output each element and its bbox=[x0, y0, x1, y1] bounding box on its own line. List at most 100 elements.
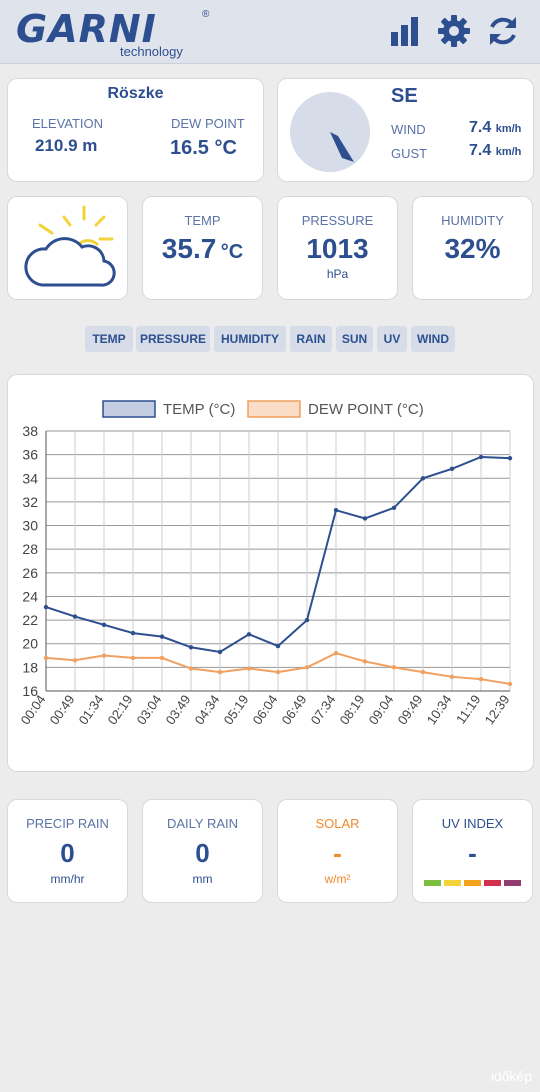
series-point bbox=[72, 658, 78, 663]
x-tick-label: 11:19 bbox=[453, 692, 483, 726]
tab-rain[interactable]: RAIN bbox=[290, 326, 332, 352]
x-tick-label: 10:34 bbox=[424, 692, 455, 727]
temp-unit: °C bbox=[220, 241, 244, 263]
x-tick-label: 04:34 bbox=[192, 692, 223, 727]
x-tick-label: 02:19 bbox=[105, 692, 136, 727]
series-point bbox=[159, 634, 165, 639]
weather-icon-card bbox=[7, 196, 128, 300]
gust-unit: km/h bbox=[495, 146, 522, 158]
uv-label: UV INDEX bbox=[441, 816, 504, 831]
precip-unit: mm/hr bbox=[50, 872, 85, 886]
gust-reading: 7.4 km/h bbox=[469, 142, 529, 160]
uv-scale-extreme bbox=[504, 880, 521, 886]
uv-card: UV INDEX - bbox=[412, 799, 533, 903]
x-tick-label: 08:19 bbox=[337, 692, 368, 727]
gust-value: 7.4 bbox=[469, 142, 492, 159]
tab-sun[interactable]: SUN bbox=[336, 326, 373, 352]
uv-scale bbox=[424, 880, 524, 886]
y-tick-label: 20 bbox=[22, 636, 38, 652]
uv-scale-moderate bbox=[444, 880, 461, 886]
logo-subtitle: technology bbox=[120, 44, 183, 59]
series-point bbox=[101, 622, 107, 628]
y-tick-label: 32 bbox=[22, 494, 38, 510]
temp-reading: 35.7 °C bbox=[143, 233, 262, 265]
tab-humidity[interactable]: HUMIDITY bbox=[214, 326, 286, 352]
refresh-icon[interactable] bbox=[486, 14, 520, 48]
temp-card: TEMP 35.7 °C bbox=[142, 196, 263, 300]
humidity-value: 32% bbox=[444, 233, 501, 264]
series-point bbox=[217, 649, 223, 655]
logo-registered: ® bbox=[202, 9, 210, 20]
idokep-watermark: időkép bbox=[490, 1068, 532, 1084]
partly-cloudy-icon bbox=[24, 205, 116, 287]
tab-temp[interactable]: TEMP bbox=[85, 326, 133, 352]
wind-compass bbox=[290, 92, 370, 172]
x-tick-label: 05:19 bbox=[221, 692, 252, 727]
uv-scale-high bbox=[464, 880, 481, 886]
y-tick-label: 18 bbox=[22, 659, 38, 675]
logo-text: GARNI bbox=[16, 7, 157, 51]
series-point bbox=[420, 669, 426, 675]
series-point bbox=[246, 632, 252, 637]
series-point bbox=[246, 666, 252, 671]
series-point bbox=[130, 655, 136, 661]
daily-rain-label: DAILY RAIN bbox=[166, 816, 239, 831]
x-tick-label: 00:49 bbox=[47, 692, 78, 727]
x-tick-label: 12:39 bbox=[482, 692, 513, 727]
uv-value: - bbox=[468, 838, 477, 868]
daily-rain-value: 0 bbox=[195, 838, 210, 868]
precip-label: PRECIP RAIN bbox=[26, 816, 109, 831]
chart-card: 16 18 20 22 24 26 28 30 32 34 36 38 00:04 00:49 01:34 0… bbox=[7, 374, 534, 772]
y-tick-label: 16 bbox=[22, 683, 38, 699]
legend-label: TEMP (°C) bbox=[163, 401, 235, 418]
series-point bbox=[507, 455, 513, 461]
wind-card: SE WIND 7.4 km/h GUST 7.4 km/h bbox=[277, 78, 534, 182]
wind-direction-arrow-icon bbox=[330, 132, 354, 162]
uv-scale-low bbox=[424, 880, 441, 886]
y-tick-label: 34 bbox=[22, 470, 38, 486]
precip-card: PRECIP RAIN 0 mm/hr bbox=[7, 799, 128, 903]
series-point bbox=[217, 669, 223, 675]
solar-label: SOLAR bbox=[315, 816, 360, 831]
series-point bbox=[333, 507, 339, 513]
uv-scale-very-high bbox=[484, 880, 501, 886]
series-point bbox=[130, 630, 136, 636]
series-point bbox=[188, 645, 194, 650]
solar-card: SOLAR - w/m² bbox=[277, 799, 398, 903]
x-tick-label: 06:49 bbox=[279, 692, 310, 727]
series-point bbox=[304, 665, 310, 670]
series-point bbox=[362, 516, 368, 521]
garni-logo: GARNI technology ® bbox=[16, 7, 209, 59]
elevation-label: ELEVATION bbox=[32, 116, 104, 131]
y-tick-label: 38 bbox=[22, 423, 38, 439]
series-point bbox=[449, 674, 455, 680]
x-tick-label: 06:04 bbox=[250, 692, 281, 727]
x-tick-label: 09:04 bbox=[366, 692, 397, 727]
gust-label: GUST bbox=[391, 146, 428, 161]
humidity-card: HUMIDITY 32% bbox=[412, 196, 533, 300]
series-point bbox=[507, 681, 513, 687]
tab-uv[interactable]: UV bbox=[377, 326, 407, 352]
gear-icon[interactable] bbox=[437, 14, 471, 48]
y-tick-label: 26 bbox=[22, 565, 38, 581]
series-point bbox=[449, 466, 455, 472]
solar-value: - bbox=[333, 838, 342, 868]
tab-wind[interactable]: WIND bbox=[411, 326, 455, 352]
series-point bbox=[275, 643, 281, 649]
app-header: GARNI technology ® bbox=[0, 0, 540, 64]
location-card: Röszke ELEVATION 210.9 m DEW POINT 16.5 … bbox=[7, 78, 264, 182]
legend-label: DEW POINT (°C) bbox=[308, 401, 424, 418]
series-point bbox=[478, 676, 484, 682]
temp-label: TEMP bbox=[184, 213, 221, 228]
humidity-label: HUMIDITY bbox=[441, 213, 504, 228]
tab-pressure[interactable]: PRESSURE bbox=[136, 326, 210, 352]
series-point bbox=[362, 659, 368, 664]
wind-label: WIND bbox=[391, 122, 426, 137]
daily-rain-card: DAILY RAIN 0 mm bbox=[142, 799, 263, 903]
x-tick-label: 03:49 bbox=[163, 692, 194, 727]
y-tick-label: 22 bbox=[22, 612, 38, 628]
series-point bbox=[391, 665, 397, 670]
bar-chart-icon[interactable] bbox=[388, 14, 422, 48]
series-point bbox=[478, 454, 484, 460]
pressure-value: 1013 bbox=[306, 233, 369, 264]
